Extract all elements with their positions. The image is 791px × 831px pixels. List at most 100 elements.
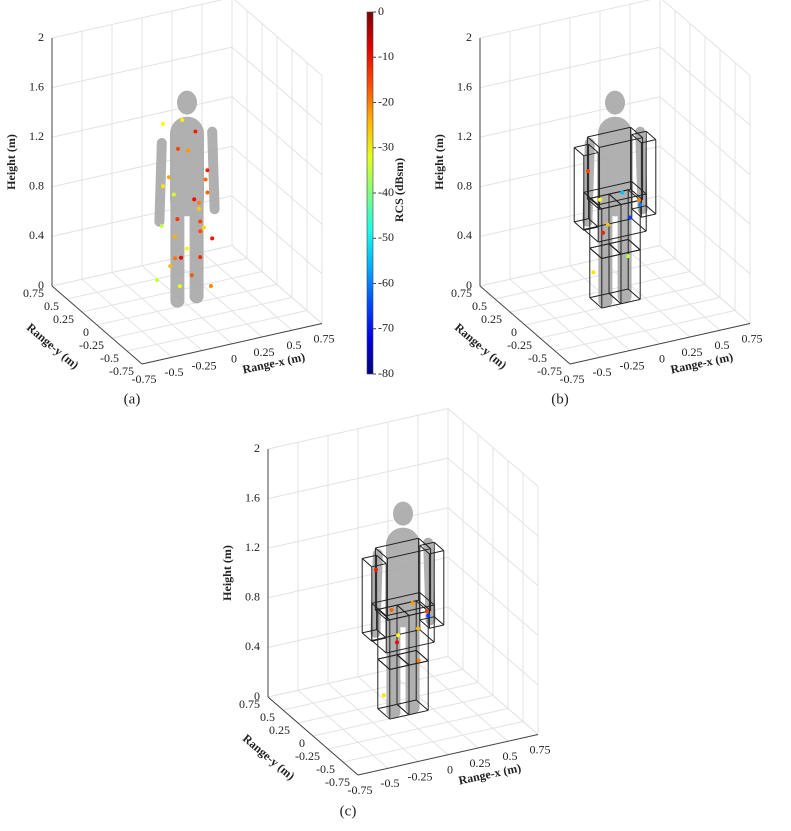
cluster-box-edge	[377, 703, 398, 710]
grid-line	[231, 245, 323, 324]
point	[167, 175, 171, 180]
cluster-box-edge	[631, 218, 647, 232]
cluster-box-edge	[631, 181, 647, 195]
point	[173, 234, 177, 239]
x-tick-label: -0.75	[560, 372, 585, 386]
point	[159, 223, 164, 228]
cluster-box-edge	[620, 199, 641, 206]
cluster-box-edge	[377, 609, 391, 621]
human-model	[370, 501, 436, 719]
x-axis	[141, 323, 323, 365]
cluster-box-edge	[630, 126, 643, 139]
y-axis-label: Range-y (m)	[24, 320, 82, 372]
cluster-box-edge	[362, 629, 377, 634]
x-tick-label: -0.25	[620, 358, 645, 372]
cluster-box-edge	[583, 152, 599, 157]
cluster-box-edge	[599, 137, 643, 148]
point	[637, 198, 641, 203]
grid-line	[659, 46, 751, 126]
point	[416, 626, 420, 631]
x-tick-label: 0.75	[530, 742, 551, 756]
cluster-box-edge	[419, 545, 430, 555]
cluster-box-edge	[377, 658, 391, 670]
y-tick-label: -0.25	[79, 338, 104, 352]
z-tick-label: 0.8	[29, 179, 44, 193]
z-tick-label: 1.2	[245, 540, 260, 554]
y-tick-label: -0.75	[109, 364, 134, 378]
colorbar-tick-label: -30	[378, 140, 394, 154]
cluster-box-edge	[419, 616, 435, 621]
y-tick-label: -0.5	[528, 351, 547, 365]
grid-line	[479, 0, 652, 39]
z-tick-label: 0	[466, 278, 472, 292]
z-tick-label: 0.8	[245, 590, 260, 604]
x-tick-label: -0.5	[381, 776, 400, 790]
cluster-box-edge	[587, 126, 631, 138]
x-tick-label: -0.75	[132, 372, 157, 386]
point	[601, 230, 605, 235]
grid-line	[231, 46, 323, 126]
cluster-box-edge	[375, 547, 388, 559]
body-part	[154, 138, 167, 227]
z-tick-label: 0.8	[457, 179, 472, 193]
cluster-box-edge	[419, 592, 435, 606]
point	[586, 169, 590, 174]
caption: (c)	[340, 803, 357, 819]
grid-line	[51, 96, 233, 138]
point	[171, 192, 176, 197]
x-tick-label: 0.5	[287, 338, 302, 352]
x-tick-label: 0.75	[742, 331, 763, 345]
z-tick-label: 1.6	[457, 79, 472, 93]
y-tick-label: 0.75	[239, 697, 260, 711]
point	[161, 121, 165, 126]
x-axis	[357, 734, 539, 776]
z-tick-label: 0.4	[457, 228, 472, 242]
z-tick-label: 2	[38, 30, 44, 44]
caption: (a)	[124, 391, 141, 407]
cluster-box-edge	[418, 537, 431, 550]
cluster-box-edge	[645, 205, 657, 215]
point	[209, 283, 213, 288]
point	[203, 177, 208, 182]
cluster-box-edge	[627, 288, 641, 300]
cluster-box-edge	[396, 604, 410, 616]
cluster-box-edge	[589, 243, 610, 249]
cluster-box-edge	[608, 238, 629, 245]
x-tick-label: 0.5	[503, 749, 518, 763]
x-tick-label: 0.5	[715, 338, 730, 352]
point	[198, 229, 203, 234]
point	[389, 607, 394, 612]
plot: -0.75 -0.5 -0.25 0 0.25 0.5 0.75-0.75-0.5-0.25…	[220, 408, 551, 819]
grid-line	[479, 96, 661, 138]
cluster-box-edge	[573, 147, 585, 157]
point	[210, 236, 215, 241]
grid-line	[539, 297, 721, 339]
cluster-box-edge	[429, 624, 444, 629]
cluster-box-edge	[608, 189, 629, 195]
cluster-box-edge	[433, 616, 445, 626]
point	[605, 222, 610, 227]
cluster-box-edge	[620, 298, 641, 305]
x-tick-label: 0.25	[254, 345, 275, 359]
y-tick-label: -0.25	[295, 749, 320, 763]
cluster-box-edge	[377, 708, 391, 720]
y-tick-label: 0.5	[472, 299, 487, 313]
cluster-box-edge	[608, 288, 629, 294]
cluster-box-edge	[396, 703, 410, 716]
cluster-box-edge	[415, 699, 429, 711]
y-axis-label: Range-y (m)	[240, 731, 298, 783]
cluster-box-edge	[589, 292, 610, 299]
point	[598, 197, 602, 202]
colorbar-tick-label: -60	[378, 275, 394, 289]
x-tick-label: -0.25	[408, 769, 433, 783]
cluster-box-edge	[587, 136, 600, 148]
grid-line	[267, 408, 449, 450]
x-axis	[569, 323, 751, 365]
cluster-box-edge	[389, 714, 410, 720]
y-tick-label: 0	[511, 325, 517, 339]
y-axis-label: Range-y (m)	[452, 320, 510, 372]
cluster-box-edge	[583, 181, 632, 193]
colorbar-tick-label: -70	[378, 321, 394, 335]
x-tick-label: 0.75	[314, 331, 335, 345]
cluster-box-edge	[608, 292, 622, 305]
